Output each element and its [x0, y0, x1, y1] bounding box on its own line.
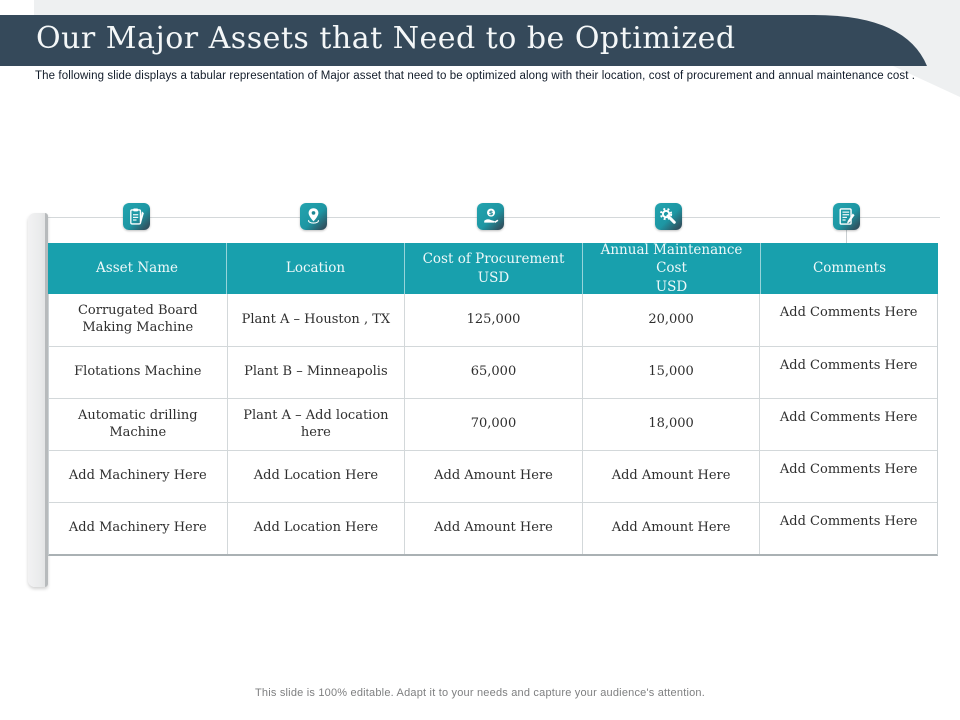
column-header-asset-name: Asset Name [96, 260, 178, 277]
table-cell: Plant A – Houston , TX [226, 294, 405, 346]
clipboard-icon [123, 203, 150, 230]
banner-shape [0, 15, 927, 66]
table-cell: Plant A – Add location here [226, 398, 405, 450]
table-cell: Add Machinery Here [49, 450, 227, 502]
column-header-maintenance-cost: Annual Maintenance Cost USD [582, 242, 760, 295]
table-cell: Add Comments Here [759, 450, 937, 502]
column-header-comments: Comments [760, 243, 938, 294]
column-header-location: Location [226, 243, 404, 294]
dollar-hand-icon: $ [477, 203, 504, 230]
svg-text:$: $ [489, 209, 494, 217]
slide-footer-note: This slide is 100% editable. Adapt it to… [255, 687, 705, 699]
table-cell: 125,000 [404, 294, 582, 346]
assets-table: Asset Name Location Cost of Procurement … [48, 242, 938, 556]
table-body: Corrugated Board Making Machine Plant A … [48, 294, 938, 556]
table-cell: 65,000 [404, 346, 582, 398]
table-header-row: Asset Name Location Cost of Procurement … [48, 242, 938, 295]
table-cell: 70,000 [404, 398, 582, 450]
page-title: Our Major Assets that Need to be Optimiz… [36, 21, 736, 56]
table-cell: Add Location Here [226, 450, 405, 502]
table-cell: Add Machinery Here [49, 502, 227, 554]
table-cell: Automatic drilling Machine [49, 398, 227, 450]
location-pin-icon [300, 203, 327, 230]
table-cell: Corrugated Board Making Machine [77, 303, 198, 335]
comments-icon-connector [846, 230, 847, 243]
table-cell: Add Amount Here [581, 450, 760, 502]
table-cell: Add Comments Here [759, 398, 937, 450]
table-cell: Flotations Machine [49, 346, 227, 398]
table-cell: Add Comments Here [759, 294, 937, 346]
table-cell: Add Amount Here [404, 502, 582, 554]
header-banner [0, 0, 960, 97]
table-cell: Add Comments Here [759, 502, 937, 554]
slide-subtitle: The following slide displays a tabular r… [35, 70, 916, 82]
table-cell: Plant B – Minneapolis [226, 346, 405, 398]
document-edit-icon [833, 203, 860, 230]
table-cell: Add Amount Here [404, 450, 582, 502]
table-cell: 20,000 [581, 294, 760, 346]
table-cell: 15,000 [581, 346, 760, 398]
wrench-gear-icon [655, 203, 682, 230]
corner-swoosh [34, 0, 960, 97]
table-cell: 18,000 [581, 398, 760, 450]
left-accent-bar [28, 213, 48, 587]
table-cell: Add Comments Here [759, 346, 937, 398]
column-header-procurement-cost: Cost of Procurement USD [404, 243, 582, 294]
table-cell: Add Amount Here [581, 502, 760, 554]
table-cell: Add Location Here [226, 502, 405, 554]
